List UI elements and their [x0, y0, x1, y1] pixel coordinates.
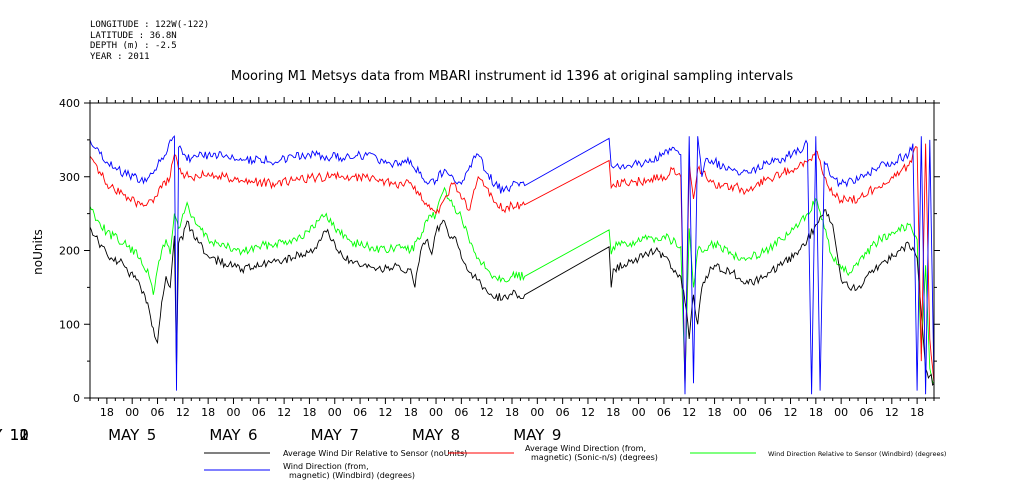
x-tick-label: 06 [454, 406, 468, 419]
x-tick-label: 06 [556, 406, 570, 419]
day-label: MAY 9 [513, 426, 561, 444]
day-label: MAY 7 [311, 426, 359, 444]
legend-label: Average Wind Dir Relative to Sensor (noU… [283, 449, 467, 458]
x-tick-label: 06 [151, 406, 165, 419]
x-tick-label: 06 [252, 406, 266, 419]
day-label: MAY 8 [412, 426, 460, 444]
day-label: MAY 5 [108, 426, 156, 444]
latitude-label: LATITUDE : 36.8N [90, 30, 177, 41]
x-tick-label: 00 [834, 406, 848, 419]
x-tick-label: 06 [657, 406, 671, 419]
x-tick-label: 00 [733, 406, 747, 419]
series-line [89, 186, 935, 384]
y-axis-label: noUnits [31, 229, 45, 275]
y-tick-label: 300 [59, 171, 80, 184]
x-tick-label: 12 [277, 406, 291, 419]
x-tick-label: 18 [100, 406, 114, 419]
legend-label: Average Wind Direction (from, magnetic) (… [525, 444, 658, 462]
x-tick-label: 18 [910, 406, 924, 419]
x-tick-label: 18 [505, 406, 519, 419]
year-label: YEAR : 2011 [90, 51, 150, 62]
x-tick-label: 00 [429, 406, 443, 419]
x-tick-label: 12 [784, 406, 798, 419]
x-tick-label: 00 [328, 406, 342, 419]
series-line [89, 209, 935, 386]
x-tick-label: 12 [682, 406, 696, 419]
depth-label: DEPTH (m) : -2.5 [90, 41, 177, 51]
axes: 0 100 200 300 400 18 00 06 12 18 00 06 12 18 00 06 12 18 0… [0, 97, 940, 444]
legend-label: Wind Direction (from, magnetic) (Windbird… [283, 462, 415, 480]
y-tick-label: 400 [59, 97, 80, 110]
longitude-label: LONGITUDE : 122W(-122) [90, 20, 210, 30]
chart-title: Mooring M1 Metsys data from MBARI instru… [231, 69, 793, 84]
station-metadata: LONGITUDE : 122W(-122) LATITUDE : 36.8N … [90, 20, 209, 62]
x-tick-label: 12 [581, 406, 595, 419]
x-tick-label: 00 [530, 406, 544, 419]
legend-label: Wind Direction Relative to Sensor (Windb… [768, 450, 946, 458]
x-tick-label: 12 [378, 406, 392, 419]
day-label: MAY 12 [0, 426, 29, 444]
x-tick-label: 12 [885, 406, 899, 419]
x-tick-label: 18 [708, 406, 722, 419]
x-tick-label: 12 [176, 406, 190, 419]
legend: Average Wind Dir Relative to Sensor (noU… [204, 444, 946, 480]
y-tick-label: 200 [59, 245, 80, 258]
y-tick-label: 100 [59, 318, 80, 331]
day-label: MAY 6 [209, 426, 257, 444]
x-tick-label: 00 [632, 406, 646, 419]
x-tick-label: 18 [404, 406, 418, 419]
plot-area [89, 135, 935, 395]
x-tick-label: 06 [353, 406, 367, 419]
x-tick-label: 18 [809, 406, 823, 419]
day-label: MAY 10 [0, 426, 29, 444]
series-line [89, 143, 935, 387]
x-tick-label: 00 [125, 406, 139, 419]
x-tick-label: 00 [226, 406, 240, 419]
series-line [89, 135, 935, 395]
x-tick-label: 18 [302, 406, 316, 419]
x-tick-label: 06 [859, 406, 873, 419]
day-label: MAY 11 [0, 426, 29, 444]
x-tick-label: 12 [480, 406, 494, 419]
x-tick-label: 18 [606, 406, 620, 419]
x-tick-label: 06 [758, 406, 772, 419]
y-tick-label: 0 [73, 392, 80, 405]
x-tick-label: 18 [201, 406, 215, 419]
